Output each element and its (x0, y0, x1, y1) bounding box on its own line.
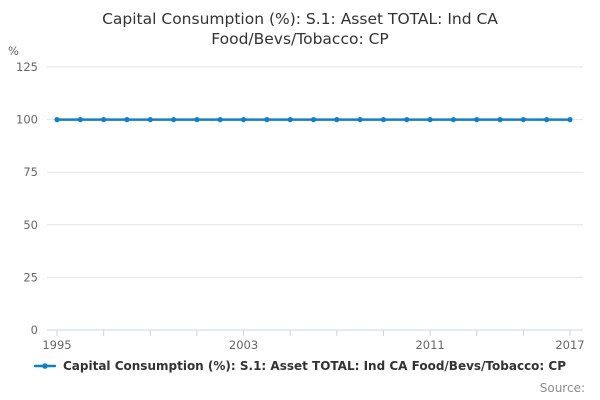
data-point-marker (520, 117, 526, 123)
legend-series-label: Capital Consumption (%): S.1: Asset TOTA… (62, 359, 566, 373)
x-tick-label: 1995 (42, 338, 71, 352)
data-point-marker (450, 117, 457, 123)
data-point-marker (240, 117, 247, 123)
data-point-marker (217, 117, 223, 123)
y-tick-label: 50 (23, 218, 38, 232)
series-line (54, 117, 573, 123)
legend-item[interactable]: Capital Consumption (%): S.1: Asset TOTA… (33, 359, 566, 373)
data-point-marker (567, 117, 573, 123)
chart-title: Capital Consumption (%): S.1: Asset TOTA… (102, 10, 498, 49)
legend: Capital Consumption (%): S.1: Asset TOTA… (0, 359, 600, 373)
data-point-marker (380, 117, 387, 123)
data-point-marker (287, 117, 293, 123)
data-point-marker (334, 117, 340, 123)
data-point-marker (427, 117, 433, 123)
y-tick-label: 25 (23, 270, 38, 284)
data-point-marker (101, 117, 107, 123)
data-point-marker (194, 117, 200, 123)
y-tick-label: 100 (16, 113, 38, 127)
data-point-marker (147, 117, 153, 123)
data-point-marker (264, 117, 270, 123)
data-point-marker (404, 117, 410, 123)
y-axis-tick-labels: 0 25 50 75 100 125 (16, 60, 38, 337)
y-axis-unit-label: % (8, 44, 19, 58)
data-point-marker (497, 117, 503, 123)
x-tick-label: 2017 (555, 338, 584, 352)
x-axis (47, 329, 583, 336)
y-tick-label: 0 (31, 323, 38, 337)
data-point-marker (357, 117, 363, 123)
data-point-marker (474, 117, 480, 123)
y-tick-label: 125 (16, 60, 38, 74)
y-tick-label: 75 (23, 165, 38, 179)
x-tick-label: 2011 (415, 338, 444, 352)
data-point-marker (544, 117, 550, 123)
data-point-marker (124, 117, 130, 123)
x-axis-tick-labels: 1995 2003 2011 2017 (42, 338, 584, 352)
data-point-marker (77, 117, 83, 123)
source-note: Source: (539, 381, 585, 395)
x-tick-label: 2003 (229, 338, 258, 352)
legend-series-marker-icon (33, 363, 56, 369)
data-point-marker (310, 117, 317, 123)
data-point-marker (170, 117, 177, 123)
data-point-marker (54, 117, 60, 123)
gridlines (47, 66, 583, 278)
